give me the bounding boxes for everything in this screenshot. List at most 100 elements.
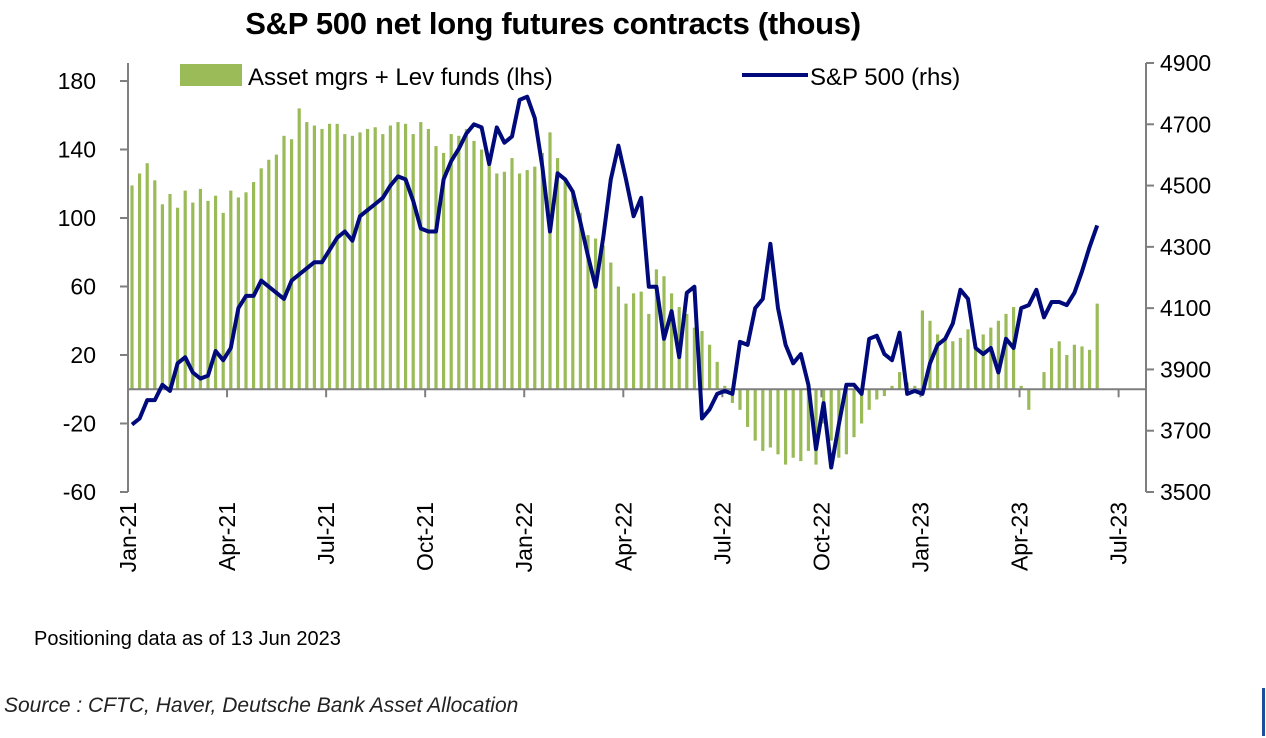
- left-axis-tick-label: 140: [58, 137, 96, 163]
- bar-net-long: [252, 182, 256, 390]
- bar-net-long: [540, 152, 544, 390]
- bar-net-long: [928, 320, 932, 390]
- bar-net-long: [814, 389, 818, 465]
- bar-net-long: [601, 245, 605, 390]
- right-axis-tick-label: 4900: [1160, 50, 1211, 76]
- bar-net-long: [518, 173, 522, 390]
- x-axis-tick-label: Jan-23: [907, 502, 933, 572]
- bar-net-long: [404, 123, 408, 390]
- bar-net-long: [715, 361, 719, 390]
- bar-net-long: [761, 389, 765, 451]
- bar-net-long: [434, 146, 438, 390]
- bar-net-long: [1080, 346, 1084, 390]
- x-axis-tick-label: Jan-21: [115, 502, 141, 572]
- bar-net-long: [616, 286, 620, 390]
- bar-net-long: [974, 344, 978, 390]
- bar-net-long: [700, 331, 704, 390]
- bar-net-long: [958, 337, 962, 390]
- bar-net-long: [1072, 344, 1076, 390]
- bar-net-long: [890, 385, 894, 390]
- bar-net-long: [388, 125, 392, 390]
- legend-swatch-bars: [180, 64, 242, 86]
- bar-net-long: [297, 108, 301, 390]
- bar-net-long: [244, 192, 248, 390]
- bar-net-long: [145, 163, 149, 390]
- bar-net-long: [730, 389, 734, 403]
- bar-net-long: [860, 389, 864, 424]
- right-axis-tick-label: 4700: [1160, 111, 1211, 137]
- bar-net-long: [875, 389, 879, 400]
- bar-net-long: [563, 180, 567, 390]
- bar-net-long: [160, 204, 164, 390]
- x-axis-tick-label: Jan-22: [511, 502, 537, 572]
- bar-net-long: [335, 123, 339, 390]
- bar-net-long: [556, 158, 560, 390]
- bar-net-long: [267, 159, 271, 390]
- x-axis-tick-label: Oct-21: [412, 502, 438, 571]
- bar-net-long: [913, 385, 917, 390]
- bar-net-long: [464, 128, 468, 390]
- bar-net-long: [1057, 341, 1061, 390]
- bar-net-long: [670, 293, 674, 390]
- left-axis-tick-label: 180: [58, 68, 96, 94]
- bar-net-long: [594, 238, 598, 390]
- bar-net-long: [472, 140, 476, 390]
- bar-net-long: [624, 303, 628, 390]
- x-axis-tick-label: Apr-23: [1007, 502, 1033, 571]
- bar-net-long: [746, 389, 750, 427]
- bar-net-long: [829, 389, 833, 441]
- bar-net-long: [366, 128, 370, 390]
- bar-net-long: [632, 293, 636, 390]
- bar-net-long: [882, 389, 886, 397]
- bar-net-long: [1050, 348, 1054, 390]
- bar-net-long: [419, 122, 423, 390]
- bar-net-long: [685, 313, 689, 390]
- bar-net-long: [844, 389, 848, 455]
- bar-net-long: [989, 327, 993, 390]
- bar-net-long: [373, 127, 377, 390]
- bar-net-long: [442, 152, 446, 390]
- x-axis-tick-label: Apr-22: [610, 502, 636, 571]
- bar-net-long: [898, 372, 902, 390]
- bar-net-long: [852, 389, 856, 438]
- bar-net-long: [723, 385, 727, 390]
- legend-label-line: S&P 500 (rhs): [810, 64, 960, 91]
- bar-net-long: [343, 134, 347, 390]
- bar-net-long: [221, 212, 225, 390]
- bar-net-long: [282, 135, 286, 390]
- left-axis-tick-label: 100: [58, 205, 96, 231]
- bar-net-long: [654, 269, 658, 390]
- bar-net-long: [206, 200, 210, 390]
- x-axis-tick-label: Apr-21: [214, 502, 240, 571]
- right-axis-tick-label: 4500: [1160, 173, 1211, 199]
- bar-net-long: [1042, 372, 1046, 390]
- edge-marker: [1262, 688, 1265, 736]
- bar-net-long: [1019, 385, 1023, 390]
- bar-net-long: [768, 389, 772, 448]
- bar-net-long: [981, 334, 985, 390]
- right-axis-tick-label: 4100: [1160, 295, 1211, 321]
- legend-label-bars: Asset mgrs + Lev funds (lhs): [248, 64, 553, 91]
- bar-net-long: [396, 122, 400, 390]
- bar-net-long: [502, 171, 506, 390]
- bar-net-long: [571, 192, 575, 390]
- bar-net-long: [510, 158, 514, 390]
- left-axis-tick-label: 60: [70, 274, 96, 300]
- bar-net-long: [480, 149, 484, 390]
- bar-net-long: [533, 166, 537, 390]
- bar-net-long: [1065, 355, 1069, 390]
- bar-net-long: [457, 135, 461, 390]
- bar-net-long: [692, 327, 696, 390]
- right-axis-tick-label: 4300: [1160, 234, 1211, 260]
- bar-net-long: [951, 341, 955, 390]
- bar-net-long: [411, 134, 415, 390]
- bar-net-long: [198, 188, 202, 390]
- bar-net-long: [708, 344, 712, 390]
- bar-net-long: [312, 125, 316, 390]
- bar-net-long: [966, 329, 970, 390]
- bar-net-long: [867, 389, 871, 410]
- bar-net-long: [495, 173, 499, 390]
- bar-net-long: [943, 337, 947, 390]
- positioning-note: Positioning data as of 13 Jun 2023: [34, 628, 341, 650]
